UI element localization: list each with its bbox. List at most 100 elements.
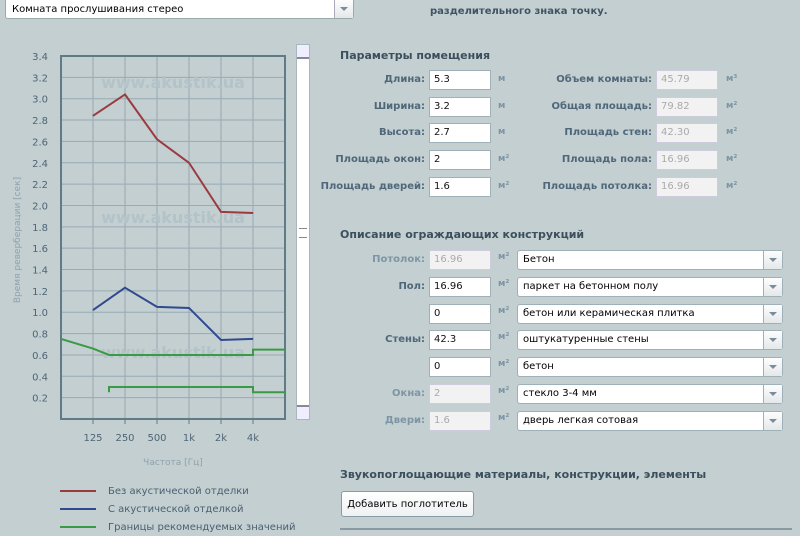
chevron-down-icon[interactable] <box>763 385 782 403</box>
material-select[interactable]: стекло 3-4 мм <box>517 384 783 404</box>
y-tick-label: 0.2 <box>32 394 48 405</box>
material-value: стекло 3-4 мм <box>523 388 597 399</box>
y-tick-label: 3.2 <box>32 73 48 84</box>
param-input[interactable]: 1.6 <box>429 177 491 197</box>
x-tick-label: 125 <box>83 433 102 444</box>
unit-label: м² <box>498 412 510 423</box>
computed-value: 16.96 <box>656 150 718 170</box>
material-select[interactable]: дверь легкая сотовая <box>517 410 783 431</box>
x-tick-label: 250 <box>115 433 134 444</box>
material-value: паркет на бетонном полу <box>523 280 659 292</box>
unit-label: м² <box>498 332 510 343</box>
field-label: Общая площадь: <box>551 101 653 112</box>
field-label: Площадь окон: <box>335 154 425 165</box>
scroll-down-icon[interactable] <box>297 405 309 419</box>
reverb-chart: 0.2 0.4 0.6 0.8 1.0 1.2 1.4 1.6 1.8 2.0 2.2 2.4 2.6 2… <box>13 52 286 468</box>
param-input[interactable]: 5.3 <box>429 70 491 90</box>
unit-label: м² <box>726 154 738 164</box>
material-select[interactable]: оштукатуренные стены <box>517 330 783 351</box>
field-label: Площадь потолка: <box>542 181 652 192</box>
data-point <box>220 211 222 213</box>
unit-label: м <box>498 74 506 84</box>
area-input[interactable]: 0 <box>429 303 491 324</box>
unit-label: м <box>498 127 506 137</box>
data-point <box>252 338 254 340</box>
field-label: Окна: <box>392 388 425 399</box>
field-label: Высота: <box>378 127 425 138</box>
legend-item: Без акустической отделки <box>60 486 249 497</box>
field-label: Площадь пола: <box>561 154 652 165</box>
material-value: бетон или керамическая плитка <box>523 307 695 319</box>
scroll-thumb[interactable] <box>299 228 307 238</box>
unit-label: м² <box>726 127 738 137</box>
field-label: Площадь стен: <box>564 127 652 138</box>
data-point <box>156 138 158 140</box>
y-tick-label: 0.4 <box>32 372 48 383</box>
material-select[interactable]: паркет на бетонном полу <box>517 276 783 297</box>
chevron-down-icon[interactable] <box>763 277 782 296</box>
data-point <box>220 339 222 341</box>
x-tick-label: 500 <box>147 433 166 444</box>
absorber-row <box>340 528 792 536</box>
x-tick-label: 4k <box>247 433 259 444</box>
computed-value: 16.96 <box>656 177 718 197</box>
data-point <box>156 306 158 308</box>
legend-item: Границы рекомендуемых значений <box>60 522 296 533</box>
chevron-down-icon[interactable] <box>763 251 782 269</box>
y-tick-label: 2.0 <box>32 201 48 212</box>
unit-label: м³ <box>726 74 738 84</box>
computed-value: 45.79 <box>656 70 718 90</box>
area-input[interactable]: 42.3 <box>429 330 491 351</box>
param-input[interactable]: 3.2 <box>429 97 491 117</box>
area-input: 2 <box>429 384 491 404</box>
x-tick-label: 2k <box>215 433 227 444</box>
legend-item: С акустической отделкой <box>60 504 244 515</box>
chevron-down-icon[interactable] <box>763 358 782 377</box>
field-label: Пол: <box>398 280 425 292</box>
y-tick-label: 1.4 <box>32 266 48 277</box>
room-select[interactable]: Комната прослушивания стерео <box>5 0 354 19</box>
unit-label: м² <box>498 181 510 191</box>
chevron-down-icon[interactable] <box>763 304 782 323</box>
params-title: Параметры помещения <box>340 49 491 62</box>
material-select[interactable]: бетон или керамическая плитка <box>517 303 783 324</box>
unit-label: м² <box>498 305 510 316</box>
material-select[interactable]: Бетон <box>517 250 783 270</box>
area-input[interactable]: 16.96 <box>429 276 491 297</box>
y-tick-label: 2.2 <box>32 180 48 191</box>
param-input[interactable]: 2 <box>429 150 491 170</box>
field-label: Длина: <box>384 74 425 85</box>
material-select[interactable]: бетон <box>517 357 783 378</box>
unit-label: м <box>498 101 506 111</box>
material-value: Бетон <box>523 254 555 265</box>
unit-label: м² <box>726 181 738 191</box>
series-line-0 <box>92 93 254 214</box>
field-label: Объем комнаты: <box>556 74 652 85</box>
y-tick-label: 0.8 <box>32 330 48 341</box>
constructions-title: Описание ограждающих конструкций <box>340 228 585 241</box>
chevron-down-icon[interactable] <box>763 411 782 430</box>
unit-label: м² <box>498 154 510 164</box>
param-input[interactable]: 2.7 <box>429 123 491 143</box>
unit-label: м² <box>498 386 510 396</box>
chart-scrollbar[interactable] <box>296 44 310 420</box>
area-input[interactable]: 0 <box>429 357 491 378</box>
material-value: оштукатуренные стены <box>523 334 649 346</box>
chevron-down-icon[interactable] <box>763 331 782 350</box>
watermark: www.akustik.ua <box>101 208 245 227</box>
y-tick-label: 2.6 <box>32 137 48 148</box>
watermark: www.akustik.ua <box>101 343 245 362</box>
material-value: бетон <box>523 361 554 373</box>
data-point <box>188 307 190 309</box>
y-tick-label: 0.6 <box>32 351 48 362</box>
series-line-1 <box>92 286 254 342</box>
chevron-down-icon[interactable] <box>334 0 353 18</box>
y-tick-label: 2.8 <box>32 116 48 127</box>
absorbers-title: Звукопоглощающие материалы, конструкции,… <box>340 468 707 481</box>
unit-label: м² <box>498 252 510 262</box>
computed-value: 42.30 <box>656 123 718 143</box>
unit-label: м² <box>726 101 738 111</box>
hint-text: разделительного знака точку. <box>430 6 608 17</box>
add-absorber-button[interactable]: Добавить поглотитель <box>341 491 474 517</box>
scroll-up-icon[interactable] <box>297 45 309 59</box>
